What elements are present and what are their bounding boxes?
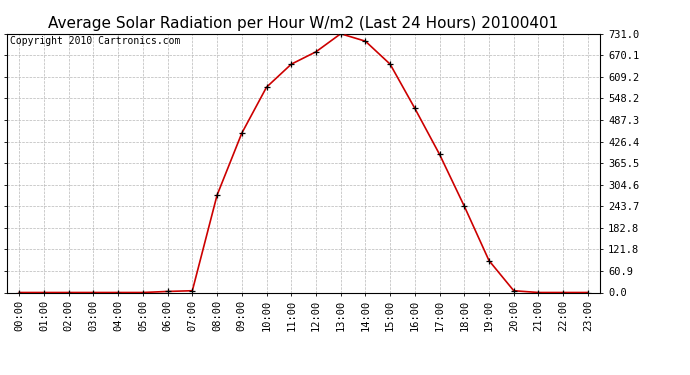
- Text: Copyright 2010 Cartronics.com: Copyright 2010 Cartronics.com: [10, 36, 180, 46]
- Title: Average Solar Radiation per Hour W/m2 (Last 24 Hours) 20100401: Average Solar Radiation per Hour W/m2 (L…: [48, 16, 559, 31]
